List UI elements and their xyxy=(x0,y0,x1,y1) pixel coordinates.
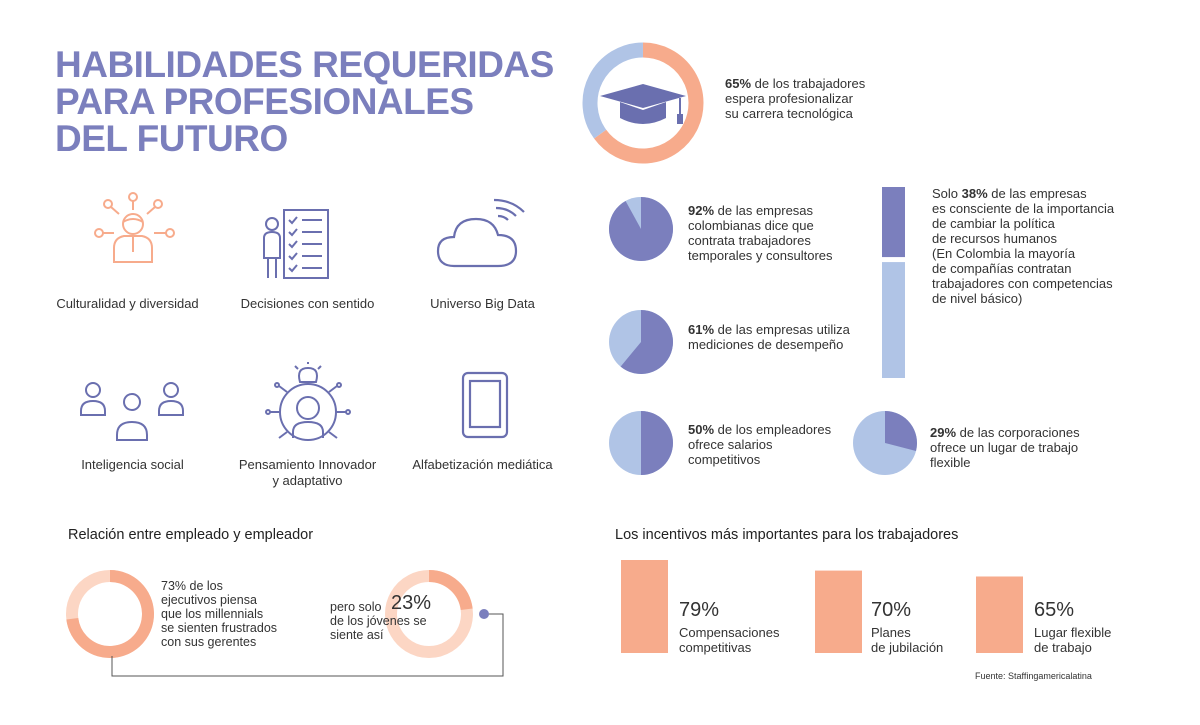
stat-salary-text3: competitivos xyxy=(688,452,761,467)
skill-label-big-data: Universo Big Data xyxy=(430,296,535,311)
stat-hr-line: de recursos humanos xyxy=(932,231,1058,246)
relation-left-line: 73% de los xyxy=(161,579,223,593)
stat-flexible: 29% de las corporaciones ofrece un lugar… xyxy=(930,425,1080,470)
stat-flexible-pct: 29% xyxy=(930,425,957,440)
relation-left-line: que los millennials xyxy=(161,607,264,621)
stat-temporary: 92% de las empresas colombianas dice que… xyxy=(688,203,833,263)
tablet-icon xyxy=(461,371,509,439)
checklist-person-icon xyxy=(263,209,329,279)
relation-left-text: 73% de los ejecutivos piensa que los mil… xyxy=(161,579,277,649)
incentive-pct-2: 70% xyxy=(871,599,912,621)
relation-right-pre: pero solo xyxy=(330,600,382,614)
stat-measure-text2: mediciones de desempeño xyxy=(688,337,844,352)
stat-flexible-text2: ofrece un lugar de trabajo xyxy=(930,440,1079,455)
stat-hr-line: de cambiar la política xyxy=(932,216,1055,231)
title-line-2: PARA PROFESIONALES xyxy=(55,81,474,122)
stat-hr-prefix: Solo xyxy=(932,186,962,201)
stat-hr: Solo 38% de las empresas es consciente d… xyxy=(932,186,1114,306)
title-line-3: DEL FUTURO xyxy=(55,118,288,159)
stat-career-text2: espera profesionalizar xyxy=(725,91,853,106)
donut-executives-value-arc xyxy=(66,570,154,658)
incentive-label-3: Lugar flexible de trabajo xyxy=(1034,625,1111,655)
stat-temporary-pct: 92% xyxy=(688,203,715,218)
skill-label-culturalidad: Culturalidad y diversidad xyxy=(56,296,199,311)
skill-label-pensamiento: Pensamiento Innovador y adaptativo xyxy=(225,457,390,489)
skill-label-alfabetizacion: Alfabetización mediática xyxy=(412,457,553,472)
relation-right-line: de los jóvenes se xyxy=(330,614,427,628)
incentive-bar xyxy=(621,560,668,653)
stat-hr-line: es consciente de la importancia xyxy=(932,201,1115,216)
relation-title: Relación entre empleado y empleador xyxy=(68,527,314,543)
people-group-icon xyxy=(80,382,184,441)
stat-career-pct: 65% xyxy=(725,76,752,91)
incentive-label-2-line1: Planes xyxy=(871,625,911,640)
incentive-pct-3: 65% xyxy=(1034,599,1075,621)
relation-right-text: de los jóvenes se siente así xyxy=(330,614,427,642)
connector-dot xyxy=(479,609,489,619)
donut-career-rest-arc xyxy=(582,42,644,139)
stat-hr-line: trabajadores con competencias xyxy=(932,276,1113,291)
bar-hr-rest xyxy=(882,262,905,378)
stat-salary-text1: de los empleadores xyxy=(714,422,832,437)
donut-youth-value-arc xyxy=(428,570,473,611)
pie-salary-value xyxy=(641,411,673,475)
brain-lightbulb-icon xyxy=(265,362,351,441)
graduation-cap-icon xyxy=(600,84,686,124)
source-note: Fuente: Staffingamericalatina xyxy=(975,671,1092,681)
page-title: HABILIDADES REQUERIDAS PARA PROFESIONALE… xyxy=(55,46,575,157)
stat-measure: 61% de las empresas utiliza mediciones d… xyxy=(688,322,850,352)
incentive-label-1: Compensaciones competitivas xyxy=(679,625,779,655)
stat-career-text3: su carrera tecnológica xyxy=(725,106,853,121)
pie-temporary-value xyxy=(609,197,674,261)
person-network-icon xyxy=(94,192,175,263)
relation-right-pct: 23% xyxy=(391,592,432,614)
incentive-label-2: Planes de jubilación xyxy=(871,625,943,655)
incentive-label-1-line2: competitivas xyxy=(679,640,752,655)
relation-left-line: con sus gerentes xyxy=(161,635,257,649)
cloud-wifi-icon xyxy=(436,198,525,268)
skill-label-decisiones: Decisiones con sentido xyxy=(240,296,375,311)
incentive-bar xyxy=(976,576,1023,653)
pie-flexible-value xyxy=(885,411,918,451)
stat-salary-pct: 50% xyxy=(688,422,715,437)
skill-label-pensamiento-line2: y adaptativo xyxy=(272,473,343,488)
stat-temporary-text4: temporales y consultores xyxy=(688,248,833,263)
stat-hr-text1: de las empresas xyxy=(987,186,1087,201)
stat-measure-text1: de las empresas utiliza xyxy=(714,322,850,337)
stat-hr-pct: 38% xyxy=(961,186,988,201)
skill-label-inteligencia: Inteligencia social xyxy=(81,457,184,472)
incentive-label-3-line2: de trabajo xyxy=(1034,640,1092,655)
incentive-bar xyxy=(815,570,862,653)
donut-career-value-arc xyxy=(594,42,704,164)
stat-hr-line: (En Colombia la mayoría xyxy=(932,246,1076,261)
pie-measure-value xyxy=(620,310,673,374)
stat-temporary-text2: colombianas dice que xyxy=(688,218,814,233)
stat-measure-pct: 61% xyxy=(688,322,715,337)
stat-salary-text2: ofrece salarios xyxy=(688,437,773,452)
incentive-pct-1: 79% xyxy=(679,599,720,621)
stat-flexible-text1: de las corporaciones xyxy=(956,425,1080,440)
relation-left-line: ejecutivos piensa xyxy=(161,593,257,607)
stat-hr-line: de compañías contratan xyxy=(932,261,1072,276)
stat-flexible-text3: flexible xyxy=(930,455,971,470)
skill-label-pensamiento-line1: Pensamiento Innovador xyxy=(238,457,377,472)
stat-temporary-text3: contrata trabajadores xyxy=(688,233,811,248)
stat-career-text1: de los trabajadores xyxy=(751,76,866,91)
connector-line xyxy=(111,613,504,677)
bar-hr-value xyxy=(882,187,905,258)
relation-right-line: siente así xyxy=(330,628,384,642)
stat-salary: 50% de los empleadores ofrece salarios c… xyxy=(688,422,831,467)
stat-temporary-text1: de las empresas xyxy=(714,203,814,218)
incentives-title: Los incentivos más importantes para los … xyxy=(615,527,959,543)
stat-hr-line: de nivel básico) xyxy=(932,291,1023,306)
incentive-label-2-line2: de jubilación xyxy=(871,640,944,655)
incentive-label-1-line1: Compensaciones xyxy=(679,625,780,640)
title-line-1: HABILIDADES REQUERIDAS xyxy=(55,44,554,85)
stat-career: 65% de los trabajadores espera profesion… xyxy=(725,76,865,121)
relation-left-line: se sienten frustrados xyxy=(161,621,278,635)
incentive-label-3-line1: Lugar flexible xyxy=(1034,625,1112,640)
